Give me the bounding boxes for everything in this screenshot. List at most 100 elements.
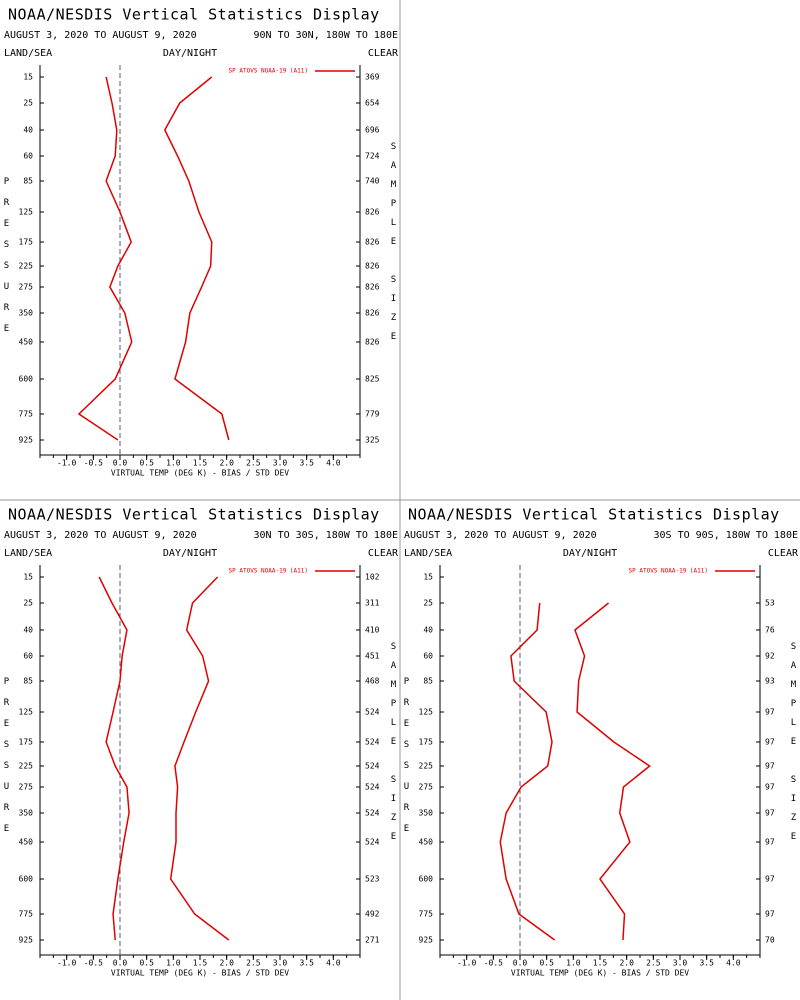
sample-size-label: 97 xyxy=(765,783,775,792)
sample-size-label: 696 xyxy=(365,126,380,135)
y-tick-label: 225 xyxy=(19,262,34,271)
sky-condition: CLEAR xyxy=(368,48,399,59)
panel: NOAA/NESDIS Vertical Statistics Display A… xyxy=(402,506,799,978)
y-tick-label: 125 xyxy=(419,708,434,717)
subtitle: AUGUST 3, 2020 TO AUGUST 9, 2020 xyxy=(404,530,597,541)
x-tick-label: 2.0 xyxy=(219,459,234,468)
sample-size-label: 826 xyxy=(365,208,380,217)
sample-size-label: 97 xyxy=(765,838,775,847)
sample-size-label: 724 xyxy=(365,152,380,161)
y-tick-label: 85 xyxy=(23,177,33,186)
subtitle: AUGUST 3, 2020 TO AUGUST 9, 2020 xyxy=(4,30,197,41)
y-tick-label: 600 xyxy=(19,875,34,884)
sample-size-label: 740 xyxy=(365,177,380,186)
subtitle: AUGUST 3, 2020 TO AUGUST 9, 2020 xyxy=(4,530,197,541)
sample-size-label: 524 xyxy=(365,783,380,792)
panel: NOAA/NESDIS Vertical Statistics Display A… xyxy=(2,506,399,978)
x-tick-label: 3.0 xyxy=(273,959,288,968)
sample-size-label: 492 xyxy=(365,910,380,919)
sample-size-label: 93 xyxy=(765,677,775,686)
y-tick-label: 175 xyxy=(419,738,434,747)
y-tick-label: 15 xyxy=(423,573,433,582)
y-tick-label: 925 xyxy=(19,436,34,445)
x-tick-label: 0.0 xyxy=(113,959,128,968)
x-tick-label: 1.5 xyxy=(193,959,208,968)
x-axis-label: VIRTUAL TEMP (DEG K) - BIAS / STD DEV xyxy=(511,969,689,978)
y-tick-label: 775 xyxy=(19,910,34,919)
y-tick-label: 275 xyxy=(19,283,34,292)
y-tick-label: 25 xyxy=(423,599,433,608)
profile-line xyxy=(574,602,651,941)
y-tick-label: 450 xyxy=(419,838,434,847)
day-night: DAY/NIGHT xyxy=(163,48,217,59)
y-tick-label: 40 xyxy=(23,626,33,635)
legend-label: SP ATOVS NOAA-19 (A11) xyxy=(229,568,308,575)
panel: NOAA/NESDIS Vertical Statistics Display A… xyxy=(2,6,399,478)
sample-size-label: 524 xyxy=(365,838,380,847)
x-axis-label: VIRTUAL TEMP (DEG K) - BIAS / STD DEV xyxy=(111,969,289,978)
x-tick-label: 2.0 xyxy=(219,959,234,968)
x-tick-label: -1.0 xyxy=(57,959,76,968)
sample-size-label: 410 xyxy=(365,626,380,635)
y-tick-label: 85 xyxy=(423,677,433,686)
x-tick-label: 0.0 xyxy=(113,459,128,468)
sample-size-label: 97 xyxy=(765,809,775,818)
y-tick-label: 350 xyxy=(19,309,34,318)
land-sea: LAND/SEA xyxy=(4,48,52,59)
y-tick-label: 60 xyxy=(23,152,33,161)
x-tick-label: -0.5 xyxy=(84,959,103,968)
y2-axis-label: SAMPLE SIZE xyxy=(389,142,399,351)
x-tick-label: 3.5 xyxy=(299,459,314,468)
y-tick-label: 275 xyxy=(419,783,434,792)
profile-line xyxy=(169,576,230,941)
y-tick-label: 60 xyxy=(23,652,33,661)
y-tick-label: 25 xyxy=(23,99,33,108)
x-tick-label: 2.5 xyxy=(646,959,661,968)
land-sea: LAND/SEA xyxy=(404,548,452,559)
x-tick-label: 2.5 xyxy=(246,959,261,968)
legend-label: SP ATOVS NOAA-19 (A11) xyxy=(229,68,308,75)
y-tick-label: 600 xyxy=(19,375,34,384)
sample-size-label: 826 xyxy=(365,238,380,247)
y-tick-label: 450 xyxy=(19,838,34,847)
x-tick-label: 4.0 xyxy=(326,459,341,468)
sample-size-label: 523 xyxy=(365,875,380,884)
x-tick-label: -1.0 xyxy=(457,959,476,968)
sample-size-label: 97 xyxy=(765,910,775,919)
sky-condition: CLEAR xyxy=(768,548,799,559)
sample-size-label: 97 xyxy=(765,738,775,747)
sky-condition: CLEAR xyxy=(368,548,399,559)
x-tick-label: 3.5 xyxy=(699,959,714,968)
sample-size-label: 76 xyxy=(765,626,775,635)
y-tick-label: 600 xyxy=(419,875,434,884)
x-tick-label: 4.0 xyxy=(726,959,741,968)
sample-size-label: 451 xyxy=(365,652,380,661)
sample-size-label: 311 xyxy=(365,599,380,608)
sample-size-label: 524 xyxy=(365,738,380,747)
x-tick-label: -0.5 xyxy=(484,959,503,968)
region: 30N TO 30S, 180W TO 180E xyxy=(254,530,399,541)
y2-axis-label: SAMPLE SIZE xyxy=(789,642,799,851)
sample-size-label: 524 xyxy=(365,809,380,818)
y-axis-label: PRESSURE xyxy=(2,177,12,345)
sample-size-label: 369 xyxy=(365,73,380,82)
sample-size-label: 524 xyxy=(365,708,380,717)
x-tick-label: 0.5 xyxy=(539,959,554,968)
sample-size-label: 97 xyxy=(765,708,775,717)
y-tick-label: 175 xyxy=(19,738,34,747)
profile-line xyxy=(77,76,133,441)
x-tick-label: 0.5 xyxy=(139,959,154,968)
profile-line xyxy=(499,602,556,941)
region: 30S TO 90S, 180W TO 180E xyxy=(654,530,799,541)
sample-size-label: 271 xyxy=(365,936,380,945)
sample-size-label: 97 xyxy=(765,762,775,771)
sample-size-label: 92 xyxy=(765,652,775,661)
y-tick-label: 275 xyxy=(19,783,34,792)
day-night: DAY/NIGHT xyxy=(163,548,217,559)
y-tick-label: 25 xyxy=(23,599,33,608)
legend-label: SP ATOVS NOAA-19 (A11) xyxy=(629,568,708,575)
y-tick-label: 350 xyxy=(419,809,434,818)
y-tick-label: 15 xyxy=(23,73,33,82)
x-tick-label: 3.5 xyxy=(299,959,314,968)
